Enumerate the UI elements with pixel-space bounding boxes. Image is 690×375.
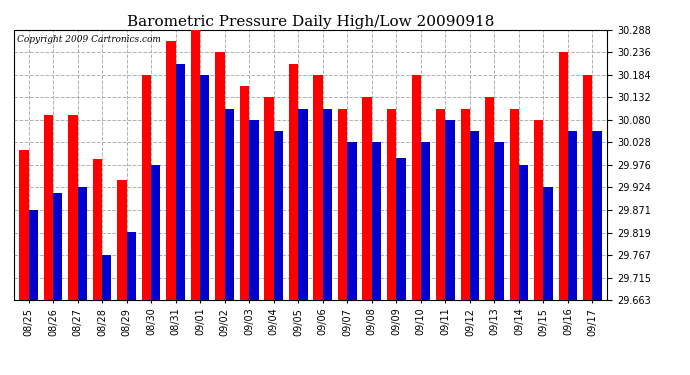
Bar	[43, 115, 53, 300]
Bar	[445, 120, 455, 300]
Bar	[372, 142, 381, 300]
Bar	[200, 75, 210, 300]
Bar	[396, 158, 406, 300]
Bar	[519, 165, 529, 300]
Bar	[240, 86, 249, 300]
Bar	[117, 180, 126, 300]
Bar	[264, 98, 274, 300]
Bar	[338, 109, 347, 300]
Bar	[485, 98, 495, 300]
Bar	[126, 232, 136, 300]
Bar	[583, 75, 593, 300]
Bar	[544, 187, 553, 300]
Bar	[421, 142, 430, 300]
Bar	[347, 142, 357, 300]
Bar	[559, 53, 568, 300]
Bar	[510, 109, 519, 300]
Bar	[249, 120, 259, 300]
Bar	[411, 75, 421, 300]
Bar	[142, 75, 151, 300]
Bar	[470, 131, 479, 300]
Bar	[53, 193, 62, 300]
Bar	[77, 187, 87, 300]
Bar	[313, 75, 323, 300]
Bar	[460, 109, 470, 300]
Bar	[215, 53, 225, 300]
Bar	[102, 255, 111, 300]
Bar	[436, 109, 445, 300]
Bar	[568, 131, 578, 300]
Bar	[191, 25, 200, 300]
Bar	[92, 159, 102, 300]
Bar	[274, 131, 283, 300]
Bar	[166, 41, 176, 300]
Bar	[323, 109, 332, 300]
Bar	[176, 64, 185, 300]
Text: Copyright 2009 Cartronics.com: Copyright 2009 Cartronics.com	[17, 35, 161, 44]
Bar	[289, 64, 298, 300]
Bar	[362, 98, 372, 300]
Bar	[151, 165, 161, 300]
Bar	[19, 150, 28, 300]
Bar	[298, 109, 308, 300]
Title: Barometric Pressure Daily High/Low 20090918: Barometric Pressure Daily High/Low 20090…	[127, 15, 494, 29]
Bar	[387, 109, 396, 300]
Bar	[593, 131, 602, 300]
Bar	[28, 210, 38, 300]
Bar	[534, 120, 544, 300]
Bar	[68, 115, 77, 300]
Bar	[495, 142, 504, 300]
Bar	[225, 109, 234, 300]
